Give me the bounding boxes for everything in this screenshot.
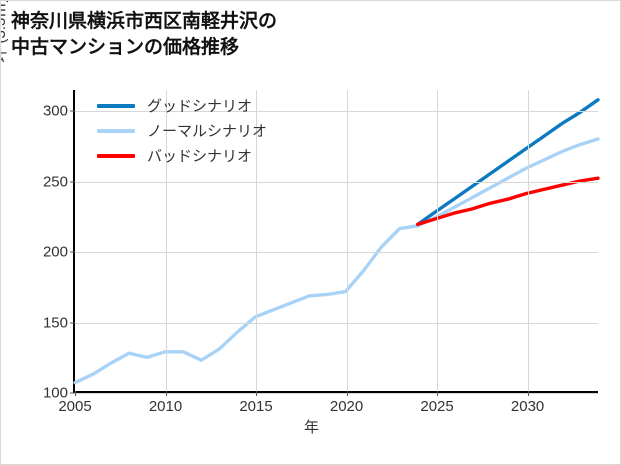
y-tick-label: 150 [42, 314, 68, 332]
legend-item[interactable]: ノーマルシナリオ [97, 118, 267, 143]
y-tick-label: 250 [42, 173, 68, 191]
y-tick-mark [70, 392, 75, 394]
series-line [415, 176, 600, 227]
gridline-vertical [256, 90, 258, 391]
legend-color-swatch [97, 128, 135, 133]
legend-color-swatch [97, 103, 135, 108]
x-tick-label: 2005 [58, 398, 92, 415]
y-tick-label: 200 [42, 243, 68, 261]
y-tick-mark [70, 110, 75, 112]
gridline-vertical [165, 90, 167, 391]
legend-item[interactable]: バッドシナリオ [97, 143, 267, 168]
series-line [73, 137, 600, 385]
gridline-vertical [346, 90, 348, 391]
y-tick-mark [70, 322, 75, 324]
gridline-vertical [437, 90, 439, 391]
gridline-horizontal [75, 111, 598, 113]
x-tick-mark [346, 391, 348, 396]
x-tick-mark [437, 391, 439, 396]
y-tick-mark [70, 181, 75, 183]
x-tick-label: 2020 [329, 398, 364, 415]
x-tick-label: 2025 [420, 398, 454, 415]
legend-item-label: バッドシナリオ [147, 148, 253, 165]
gridline-horizontal [75, 252, 598, 254]
legend: グッドシナリオ ノーマルシナリオ バッドシナリオ [97, 93, 267, 168]
legend-item[interactable]: グッドシナリオ [97, 93, 267, 118]
gridline-horizontal [75, 393, 598, 394]
y-axis-label: 坪 (3.3㎡) 単価 (万円) [1, 1, 10, 111]
y-tick-label: 300 [42, 102, 68, 120]
x-axis-label: 年 [303, 419, 319, 436]
gridline-horizontal [75, 181, 598, 183]
x-tick-label: 2015 [239, 398, 273, 415]
gridline-vertical [527, 90, 529, 391]
x-tick-label: 2010 [148, 398, 183, 415]
x-tick-mark [256, 391, 258, 396]
legend-item-label: ノーマルシナリオ [147, 123, 268, 140]
x-tick-label: 2030 [510, 398, 545, 415]
legend-color-swatch [97, 153, 135, 158]
gridline-horizontal [75, 322, 598, 324]
page-title: 神奈川県横浜市西区南軽井沢の 中古マンションの価格推移 [11, 11, 278, 58]
x-tick-mark [527, 391, 529, 396]
x-tick-mark [165, 391, 167, 396]
y-tick-mark [70, 251, 75, 253]
x-tick-mark [75, 391, 76, 396]
y-tick-label: 100 [42, 384, 68, 402]
legend-item-label: グッドシナリオ [147, 98, 253, 115]
series-line [415, 98, 600, 227]
